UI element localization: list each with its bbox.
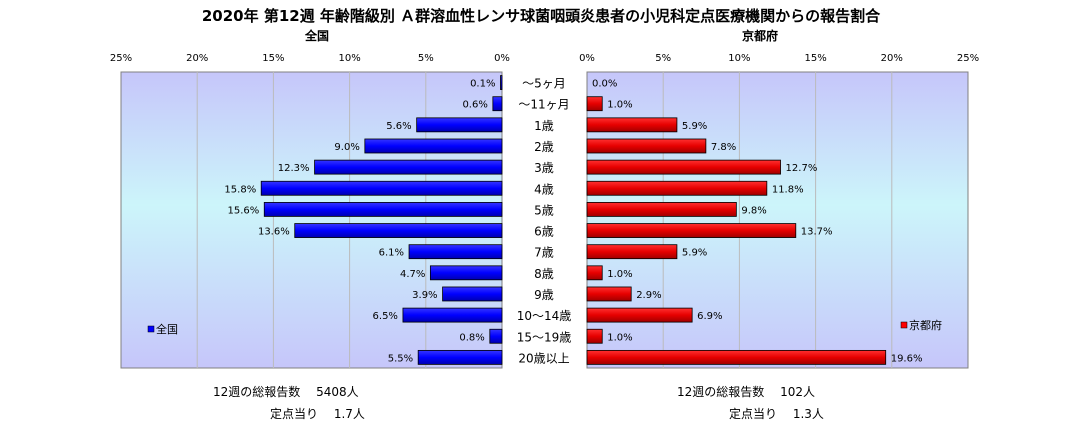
right-data-label: 5.9%	[682, 248, 707, 259]
right-bar	[586, 117, 678, 133]
data-labels: 0.1% 0.0% 0.6% 1.0% 5.6% 5.9% 9.0% 7.8% 12.3% 12.…	[224, 79, 922, 365]
right-data-label: 0.0%	[592, 79, 617, 90]
right-bar	[586, 244, 678, 260]
right-tick-label: 5%	[655, 53, 671, 64]
left-data-label: 9.0%	[334, 142, 359, 153]
right-data-label: 1.0%	[607, 269, 632, 280]
left-data-label: 13.6%	[258, 227, 290, 238]
left-total-reports: 12週の総報告数 5408人	[213, 384, 359, 399]
left-tick-label: 10%	[338, 53, 360, 64]
age-category-label: ～11ヶ月	[518, 98, 569, 112]
right-data-label: 7.8%	[711, 142, 736, 153]
right-bar	[586, 349, 887, 365]
left-bar	[364, 138, 503, 154]
axis-tick-labels: 25% 20% 15% 10% 5% 0% 0% 5% 10% 15% 20% 25%	[110, 53, 979, 64]
right-tick-label: 0%	[579, 53, 595, 64]
right-data-label: 9.8%	[741, 205, 766, 216]
right-legend-swatch	[900, 321, 908, 329]
left-data-label: 5.5%	[388, 353, 413, 364]
left-data-label: 12.3%	[278, 163, 310, 174]
right-bar	[586, 138, 707, 154]
left-bar	[417, 349, 503, 365]
age-category-label: 15～19歳	[517, 330, 572, 344]
left-bar	[294, 223, 503, 238]
bars	[260, 75, 887, 365]
left-tick-label: 20%	[186, 53, 208, 64]
right-bar	[586, 180, 768, 196]
right-data-label: 13.7%	[801, 227, 833, 238]
left-legend-label: 全国	[156, 322, 178, 336]
left-data-label: 5.6%	[386, 121, 411, 132]
age-category-label: 1歳	[534, 119, 554, 133]
right-data-label: 11.8%	[772, 184, 804, 195]
left-bar	[492, 96, 503, 112]
right-data-label: 19.6%	[891, 353, 923, 364]
left-data-label: 0.8%	[459, 332, 484, 343]
right-per-site: 定点当り 1.3人	[729, 406, 824, 421]
left-data-label: 4.7%	[400, 269, 425, 280]
left-bar	[416, 117, 503, 133]
left-data-label: 15.8%	[224, 184, 256, 195]
right-bar	[586, 307, 693, 323]
left-bar	[489, 328, 503, 344]
right-tick-label: 10%	[728, 53, 750, 64]
age-category-label: 20歳以上	[518, 351, 569, 365]
right-bar	[586, 202, 737, 217]
right-total-reports: 12週の総報告数 102人	[677, 384, 815, 399]
age-category-label: 7歳	[534, 246, 554, 260]
right-data-label: 2.9%	[636, 290, 661, 301]
left-data-label: 3.9%	[412, 290, 437, 301]
age-category-label: 3歳	[534, 161, 554, 175]
left-legend-swatch	[147, 325, 155, 333]
category-labels: ～5ヶ月 ～11ヶ月 1歳 2歳 3歳 4歳 5歳 6歳 7歳 8歳 9歳 10～14歳 15～19歳 2…	[517, 77, 572, 366]
right-legend-label: 京都府	[909, 318, 942, 332]
right-data-label: 1.0%	[607, 100, 632, 111]
right-data-label: 1.0%	[607, 332, 632, 343]
left-bar	[314, 159, 503, 175]
right-bar	[586, 96, 603, 112]
left-tick-label: 5%	[418, 53, 434, 64]
right-bar	[586, 159, 781, 175]
age-category-label: ～5ヶ月	[522, 77, 566, 91]
right-tick-label: 20%	[881, 53, 903, 64]
right-data-label: 6.9%	[697, 311, 722, 322]
right-tick-label: 15%	[804, 53, 826, 64]
left-data-label: 0.6%	[462, 100, 487, 111]
right-panel-title: 京都府	[742, 28, 778, 43]
left-panel-title: 全国	[304, 28, 329, 43]
right-data-label: 5.9%	[682, 121, 707, 132]
left-plot-area	[120, 71, 503, 369]
age-category-label: 4歳	[534, 182, 554, 196]
age-category-label: 5歳	[534, 203, 554, 217]
left-tick-label: 0%	[494, 53, 510, 64]
left-bar	[500, 75, 503, 90]
right-data-label: 12.7%	[786, 163, 818, 174]
chart-title: 2020年 第12週 年齢階級別 Ａ群溶血性レンサ球菌咽頭炎患者の小児科定点医療…	[202, 7, 881, 25]
right-tick-label: 25%	[957, 53, 979, 64]
left-bar	[442, 286, 503, 302]
age-category-label: 10～14歳	[517, 309, 572, 323]
left-data-label: 6.5%	[373, 311, 398, 322]
age-category-label: 8歳	[534, 267, 554, 281]
left-bar	[260, 180, 503, 196]
left-data-label: 15.6%	[227, 205, 259, 216]
left-per-site: 定点当り 1.7人	[270, 406, 365, 421]
left-bar	[402, 307, 503, 323]
left-bar	[429, 265, 503, 281]
age-category-label: 6歳	[534, 225, 554, 239]
left-bar	[408, 244, 503, 260]
right-bar	[586, 265, 603, 281]
left-bar	[263, 202, 503, 217]
left-tick-label: 15%	[262, 53, 284, 64]
right-bar	[586, 286, 632, 302]
age-category-label: 9歳	[534, 288, 554, 302]
left-data-label: 0.1%	[470, 79, 495, 90]
left-tick-label: 25%	[110, 53, 132, 64]
age-category-label: 2歳	[534, 140, 554, 154]
right-bar	[586, 328, 603, 344]
left-data-label: 6.1%	[379, 248, 404, 259]
right-bar	[586, 223, 797, 238]
